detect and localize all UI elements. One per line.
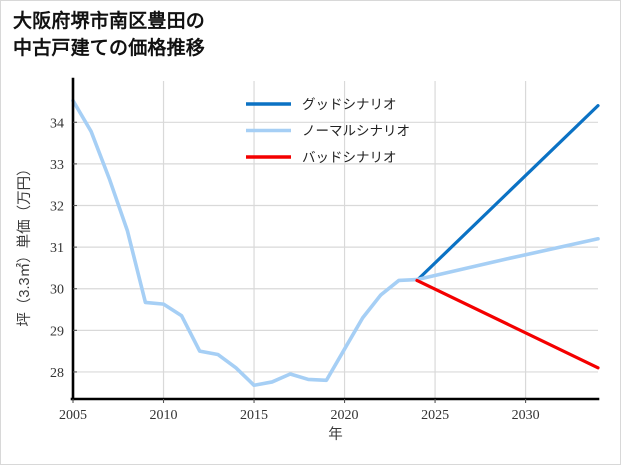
y-tick-label: 33 — [50, 158, 64, 173]
x-tick-label: 2030 — [512, 408, 540, 423]
axis-ticks: 28 29 30 31 32 33 34 2005 2010 2015 2020 2025 2030 — [50, 116, 540, 423]
y-tick-label: 30 — [50, 283, 64, 298]
x-tick-label: 2010 — [150, 408, 178, 423]
legend-label: ノーマルシナリオ — [302, 124, 410, 139]
page-title: 大阪府堺市南区豊田の 中古戸建ての価格推移 — [13, 11, 206, 59]
x-axis-title: 年 — [328, 426, 343, 443]
x-tick-label: 2020 — [331, 408, 359, 423]
y-tick-label: 34 — [50, 116, 64, 131]
y-tick-label: 28 — [50, 366, 64, 381]
y-tick-label: 32 — [50, 200, 64, 215]
series-line-normal — [71, 98, 600, 388]
series-line-bad — [415, 278, 600, 370]
y-tick-label: 31 — [50, 241, 64, 256]
x-tick-label: 2025 — [421, 408, 449, 423]
y-tick-label: 29 — [50, 324, 64, 339]
axis-titles: 年 坪（3.3㎡）単価（万円） — [16, 161, 343, 443]
x-tick-label: 2015 — [240, 408, 268, 423]
legend-label: バッドシナリオ — [302, 150, 397, 165]
x-tick-label: 2005 — [59, 408, 87, 423]
series-lines — [71, 98, 600, 388]
y-axis-title: 坪（3.3㎡）単価（万円） — [16, 161, 33, 326]
series-line-good — [415, 104, 600, 283]
axes — [70, 77, 600, 401]
legend-label: グッドシナリオ — [302, 97, 397, 112]
